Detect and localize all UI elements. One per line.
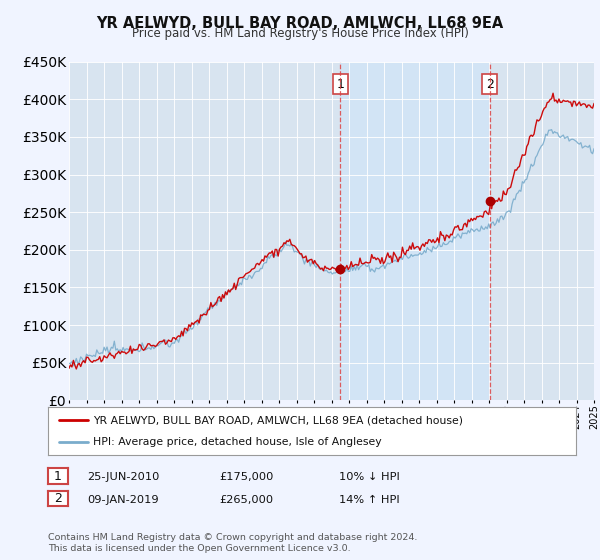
- Text: Contains HM Land Registry data © Crown copyright and database right 2024.
This d: Contains HM Land Registry data © Crown c…: [48, 533, 418, 553]
- Text: HPI: Average price, detached house, Isle of Anglesey: HPI: Average price, detached house, Isle…: [93, 437, 382, 447]
- Text: 25-JUN-2010: 25-JUN-2010: [87, 472, 160, 482]
- Text: £175,000: £175,000: [219, 472, 274, 482]
- Text: 10% ↓ HPI: 10% ↓ HPI: [339, 472, 400, 482]
- Text: 09-JAN-2019: 09-JAN-2019: [87, 494, 158, 505]
- Text: YR AELWYD, BULL BAY ROAD, AMLWCH, LL68 9EA: YR AELWYD, BULL BAY ROAD, AMLWCH, LL68 9…: [97, 16, 503, 31]
- Text: £265,000: £265,000: [219, 494, 273, 505]
- Text: 2: 2: [486, 78, 494, 91]
- Text: 1: 1: [337, 78, 344, 91]
- Text: 1: 1: [54, 469, 62, 483]
- Bar: [340, 62, 490, 400]
- Text: 14% ↑ HPI: 14% ↑ HPI: [339, 494, 400, 505]
- Text: YR AELWYD, BULL BAY ROAD, AMLWCH, LL68 9EA (detached house): YR AELWYD, BULL BAY ROAD, AMLWCH, LL68 9…: [93, 416, 463, 426]
- Text: 2: 2: [54, 492, 62, 505]
- Text: Price paid vs. HM Land Registry's House Price Index (HPI): Price paid vs. HM Land Registry's House …: [131, 27, 469, 40]
